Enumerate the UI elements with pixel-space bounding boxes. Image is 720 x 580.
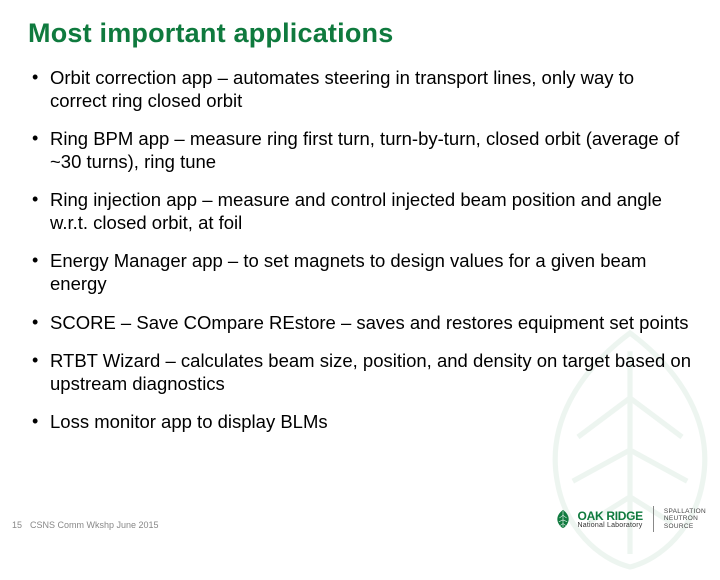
sns-line: SOURCE <box>664 523 706 530</box>
sns-line: NEUTRON <box>664 515 706 522</box>
footer-text: CSNS Comm Wkshp June 2015 <box>30 520 159 530</box>
logo-divider <box>653 506 654 532</box>
logo-block: OAK RIDGE National Laboratory SPALLATION… <box>552 506 706 532</box>
bullet-item: SCORE – Save COmpare REstore – saves and… <box>32 312 692 335</box>
bullet-item: Orbit correction app – automates steerin… <box>32 67 692 112</box>
slide-number: 15 <box>12 520 22 530</box>
logo-sub-text: National Laboratory <box>578 522 643 529</box>
slide: Most important applications Orbit correc… <box>0 0 720 540</box>
bullet-item: Ring BPM app – measure ring first turn, … <box>32 128 692 173</box>
slide-title: Most important applications <box>28 18 692 49</box>
oak-ridge-logo: OAK RIDGE National Laboratory <box>552 508 643 530</box>
sns-line: SPALLATION <box>664 508 706 515</box>
bullet-item: Energy Manager app – to set magnets to d… <box>32 250 692 295</box>
leaf-icon <box>552 508 574 530</box>
bullet-list: Orbit correction app – automates steerin… <box>28 67 692 434</box>
bullet-item: Loss monitor app to display BLMs <box>32 411 692 434</box>
oak-ridge-text: OAK RIDGE National Laboratory <box>578 510 643 529</box>
logo-main-text: OAK RIDGE <box>578 510 643 522</box>
bullet-item: Ring injection app – measure and control… <box>32 189 692 234</box>
sns-logo-text: SPALLATION NEUTRON SOURCE <box>664 508 706 530</box>
footer: 15 CSNS Comm Wkshp June 2015 <box>12 520 159 530</box>
bullet-item: RTBT Wizard – calculates beam size, posi… <box>32 350 692 395</box>
